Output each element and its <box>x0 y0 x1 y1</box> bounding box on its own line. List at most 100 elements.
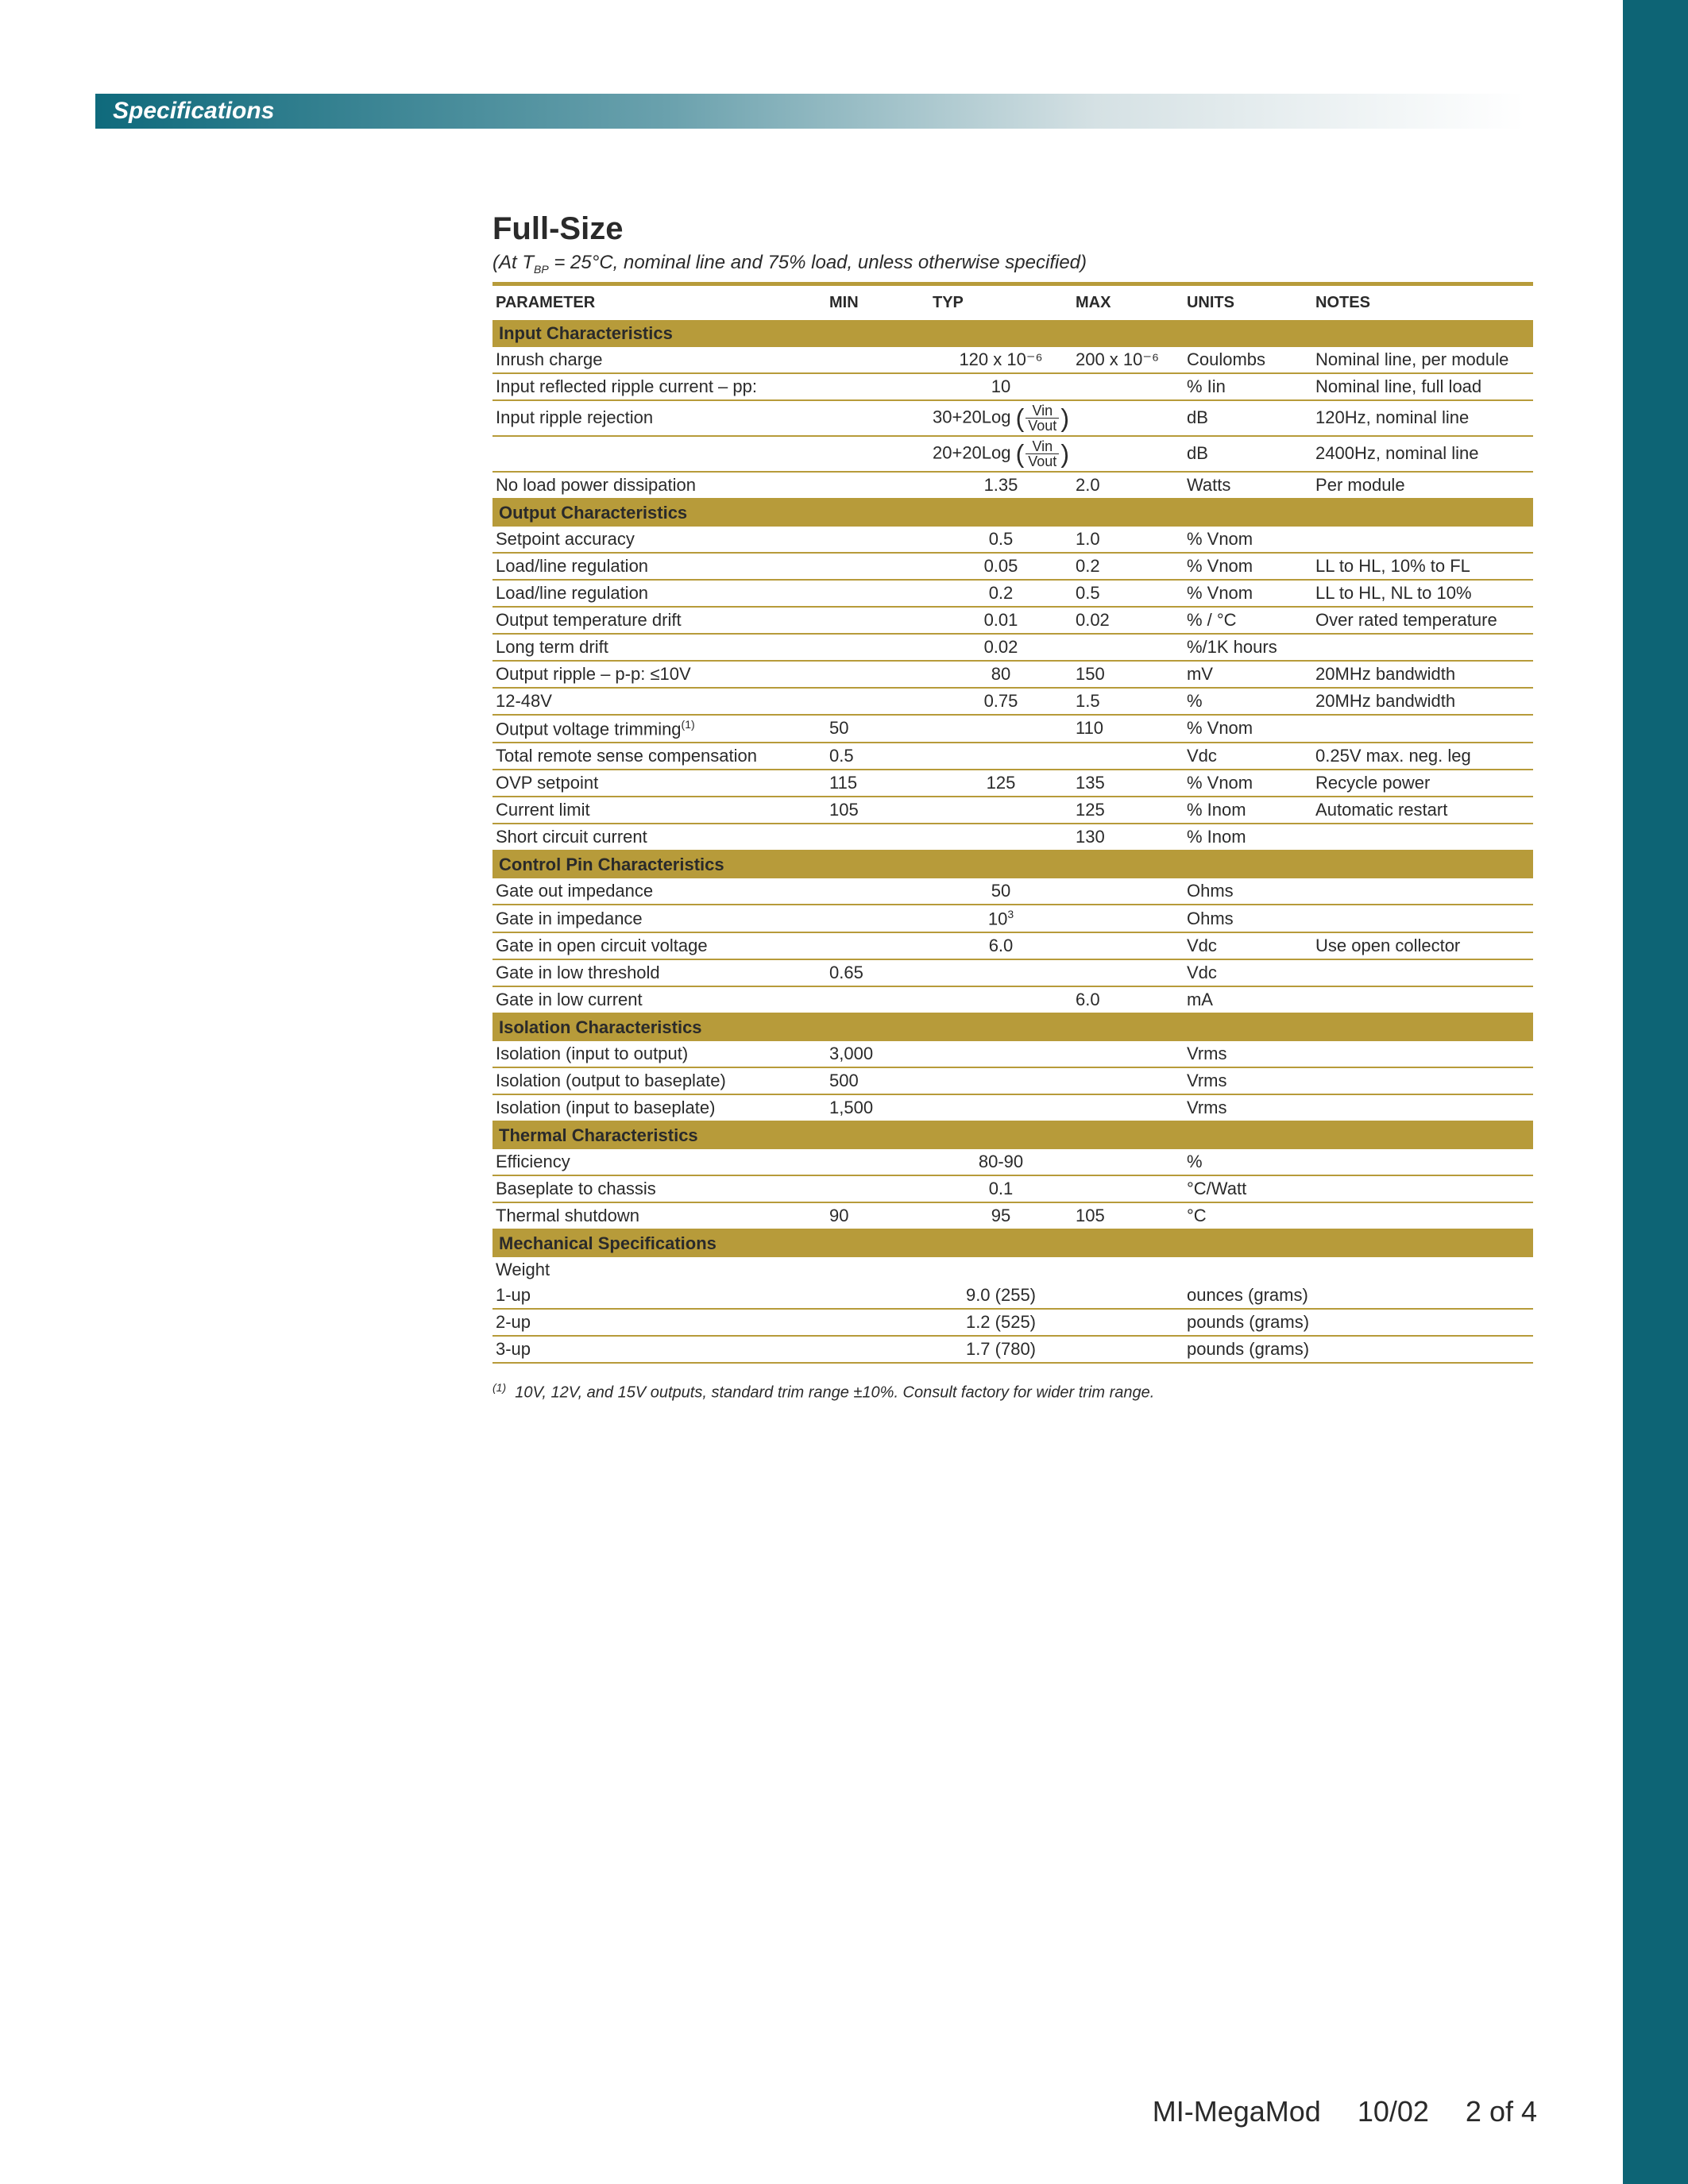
cell-notes <box>1312 1336 1533 1363</box>
content-area: Full-Size (At TBP = 25°C, nominal line a… <box>492 211 1533 1403</box>
cell-max <box>1072 373 1184 400</box>
cell-typ: 80-90 <box>929 1149 1072 1175</box>
cell-min <box>826 1336 929 1363</box>
cell-min <box>826 634 929 661</box>
cell-parameter: Inrush charge <box>492 347 826 373</box>
cell-min: 1,500 <box>826 1094 929 1121</box>
cell-max: 200 x 10⁻⁶ <box>1072 347 1184 373</box>
cell-typ: 120 x 10⁻⁶ <box>929 347 1072 373</box>
cell-typ: 0.01 <box>929 607 1072 634</box>
cell-min: 50 <box>826 715 929 743</box>
cell-min <box>826 1309 929 1336</box>
cell-max <box>1072 400 1184 436</box>
cell-max <box>1072 634 1184 661</box>
cell-units: °C/Watt <box>1184 1175 1312 1202</box>
cell-typ: 1.35 <box>929 472 1072 499</box>
cell-min <box>826 400 929 436</box>
cell-typ: 6.0 <box>929 932 1072 959</box>
cell-notes: Per module <box>1312 472 1533 499</box>
cell-max <box>1072 436 1184 472</box>
table-row: 2-up1.2 (525)pounds (grams) <box>492 1309 1533 1336</box>
table-row: Long term drift0.02%/1K hours <box>492 634 1533 661</box>
cell-units: % Inom <box>1184 824 1312 851</box>
cell-notes: Nominal line, per module <box>1312 347 1533 373</box>
cell-max: 0.5 <box>1072 580 1184 607</box>
cell-units: % <box>1184 1149 1312 1175</box>
cell-parameter: Output temperature drift <box>492 607 826 634</box>
cell-units: Ohms <box>1184 878 1312 905</box>
cell-max <box>1072 1283 1184 1309</box>
cell-units: Vrms <box>1184 1094 1312 1121</box>
cell-min: 500 <box>826 1067 929 1094</box>
table-row: Gate in open circuit voltage6.0VdcUse op… <box>492 932 1533 959</box>
cell-units: % Vnom <box>1184 770 1312 797</box>
cell-notes: Nominal line, full load <box>1312 373 1533 400</box>
cell-max: 1.0 <box>1072 527 1184 553</box>
footnote-marker: (1) <box>492 1381 506 1394</box>
cell-units: Vdc <box>1184 743 1312 770</box>
cell-notes: Recycle power <box>1312 770 1533 797</box>
section-label: Input Characteristics <box>492 320 1533 347</box>
cell-units: mA <box>1184 986 1312 1013</box>
cell-notes: LL to HL, 10% to FL <box>1312 553 1533 580</box>
cell-units: % / °C <box>1184 607 1312 634</box>
cell-min: 105 <box>826 797 929 824</box>
cell-min: 3,000 <box>826 1041 929 1067</box>
cell-min <box>826 347 929 373</box>
cell-units: % Vnom <box>1184 580 1312 607</box>
cell-parameter: Thermal shutdown <box>492 1202 826 1229</box>
cell-parameter: Weight <box>492 1257 826 1283</box>
cell-parameter: Input reflected ripple current – pp: <box>492 373 826 400</box>
table-row: Isolation (input to output)3,000Vrms <box>492 1041 1533 1067</box>
footnote: (1) 10V, 12V, and 15V outputs, standard … <box>492 1381 1533 1403</box>
col-units: UNITS <box>1184 289 1312 320</box>
cell-notes: LL to HL, NL to 10% <box>1312 580 1533 607</box>
cell-units <box>1184 1257 1312 1283</box>
cell-notes: 2400Hz, nominal line <box>1312 436 1533 472</box>
cell-parameter: Output voltage trimming(1) <box>492 715 826 743</box>
cell-typ: 0.75 <box>929 688 1072 715</box>
cell-notes <box>1312 1041 1533 1067</box>
cell-min <box>826 580 929 607</box>
section-title: Full-Size <box>492 211 1533 247</box>
cell-typ: 9.0 (255) <box>929 1283 1072 1309</box>
cell-typ: 10 <box>929 373 1072 400</box>
cell-parameter: 3-up <box>492 1336 826 1363</box>
table-row: Thermal shutdown9095105°C <box>492 1202 1533 1229</box>
footer-date: 10/02 <box>1358 2095 1429 2128</box>
cell-notes <box>1312 1257 1533 1283</box>
cell-max: 135 <box>1072 770 1184 797</box>
cell-notes <box>1312 1067 1533 1094</box>
cell-notes <box>1312 634 1533 661</box>
table-row: Weight <box>492 1257 1533 1283</box>
table-row: Load/line regulation0.20.5% VnomLL to HL… <box>492 580 1533 607</box>
cell-typ <box>929 1067 1072 1094</box>
cell-parameter: Isolation (input to output) <box>492 1041 826 1067</box>
table-row: Gate in impedance103Ohms <box>492 905 1533 932</box>
cell-parameter: Gate in impedance <box>492 905 826 932</box>
cell-parameter: Baseplate to chassis <box>492 1175 826 1202</box>
cell-units: Vdc <box>1184 932 1312 959</box>
cell-min <box>826 472 929 499</box>
cell-parameter: Load/line regulation <box>492 580 826 607</box>
col-typ: TYP <box>929 289 1072 320</box>
table-row: No load power dissipation1.352.0WattsPer… <box>492 472 1533 499</box>
section-row: Isolation Characteristics <box>492 1013 1533 1041</box>
cell-min <box>826 932 929 959</box>
cell-units: Vdc <box>1184 959 1312 986</box>
cell-max: 110 <box>1072 715 1184 743</box>
table-row: Gate out impedance50Ohms <box>492 878 1533 905</box>
cell-notes <box>1312 1309 1533 1336</box>
cell-min <box>826 905 929 932</box>
cell-units: % Inom <box>1184 797 1312 824</box>
cell-typ <box>929 1094 1072 1121</box>
cell-min: 0.65 <box>826 959 929 986</box>
section-label: Control Pin Characteristics <box>492 851 1533 878</box>
cell-min <box>826 527 929 553</box>
cell-parameter: OVP setpoint <box>492 770 826 797</box>
col-max: MAX <box>1072 289 1184 320</box>
cell-max: 0.02 <box>1072 607 1184 634</box>
cell-typ: 125 <box>929 770 1072 797</box>
col-notes: NOTES <box>1312 289 1533 320</box>
table-row: Output temperature drift0.010.02% / °COv… <box>492 607 1533 634</box>
